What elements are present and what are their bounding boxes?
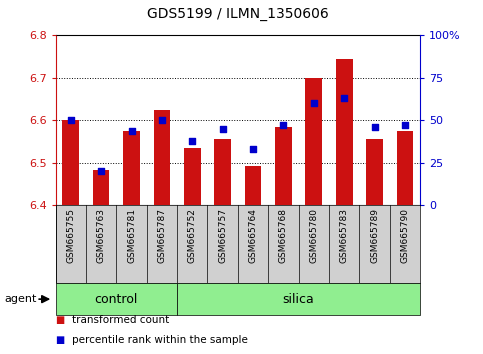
Text: GSM665757: GSM665757 [218,209,227,263]
FancyBboxPatch shape [56,283,177,315]
Bar [62,120,79,205]
Text: GSM665768: GSM665768 [279,209,288,263]
FancyBboxPatch shape [177,283,420,315]
Point [371,124,379,130]
Text: GSM665755: GSM665755 [66,209,75,263]
Bar [154,110,170,205]
Point [67,118,74,123]
Text: percentile rank within the sample: percentile rank within the sample [72,335,248,345]
Bar [245,166,261,205]
Text: GSM665780: GSM665780 [309,209,318,263]
Bar [93,170,110,205]
Text: ■: ■ [56,335,65,345]
Text: GSM665752: GSM665752 [188,209,197,263]
Text: GDS5199 / ILMN_1350606: GDS5199 / ILMN_1350606 [147,7,329,21]
Point [97,169,105,174]
Point [341,96,348,101]
Text: GSM665790: GSM665790 [400,209,410,263]
Bar [184,148,200,205]
Point [401,122,409,128]
Text: GSM665789: GSM665789 [370,209,379,263]
Text: agent: agent [5,294,37,304]
Text: silica: silica [283,293,314,306]
Bar [275,127,292,205]
Text: ■: ■ [56,315,65,325]
Text: GSM665781: GSM665781 [127,209,136,263]
Bar [123,131,140,205]
Text: control: control [95,293,138,306]
Point [310,101,318,106]
Point [280,122,287,128]
Text: GSM665764: GSM665764 [249,209,257,263]
Point [128,128,135,133]
Text: transformed count: transformed count [72,315,170,325]
Bar [366,139,383,205]
Bar [336,59,353,205]
Point [249,147,257,152]
Text: GSM665783: GSM665783 [340,209,349,263]
Text: GSM665763: GSM665763 [97,209,106,263]
Text: GSM665787: GSM665787 [157,209,167,263]
Point [188,138,196,144]
Point [158,118,166,123]
Bar [305,78,322,205]
Bar [397,131,413,205]
Bar [214,139,231,205]
Point [219,126,227,132]
